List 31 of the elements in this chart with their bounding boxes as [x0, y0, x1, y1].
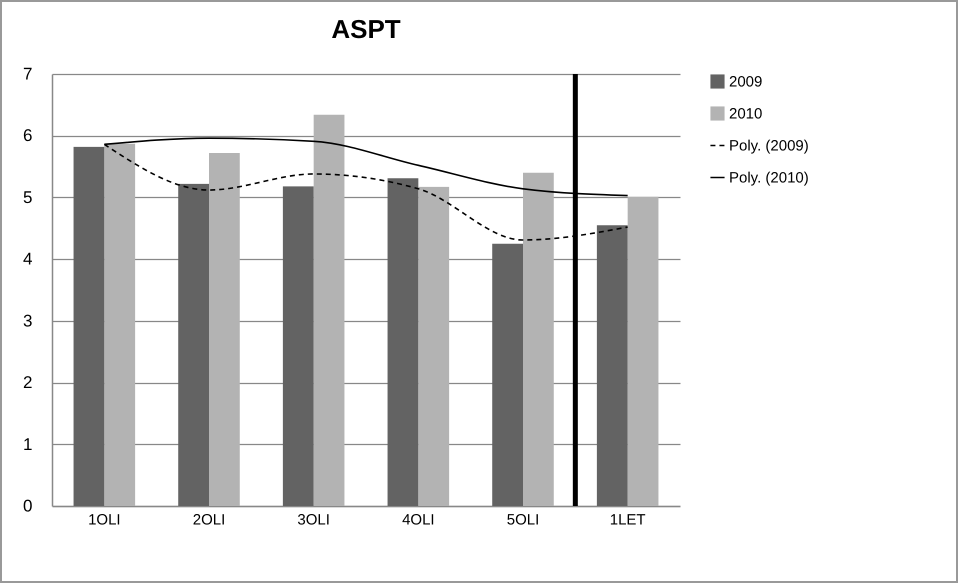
bar — [74, 146, 104, 506]
bar — [104, 144, 136, 506]
y-tick-label: 4 — [23, 250, 32, 269]
x-tick-label: 3OLI — [297, 512, 330, 528]
x-tick-label: 2OLI — [192, 512, 226, 528]
legend-label: Poly. (2010) — [729, 170, 809, 186]
legend-label: 2010 — [729, 106, 762, 122]
x-tick-label: 1LET — [610, 512, 646, 528]
bar — [178, 184, 209, 506]
legend-label: Poly. (2009) — [729, 138, 809, 154]
y-tick-label: 7 — [23, 64, 32, 84]
legend-label: 2009 — [729, 74, 762, 90]
bar — [523, 172, 554, 506]
y-tick-label: 6 — [23, 126, 32, 146]
bar — [314, 114, 344, 506]
bar — [628, 196, 658, 506]
bar — [418, 186, 450, 506]
y-tick-label: 0 — [23, 496, 32, 516]
x-tick-label: 5OLI — [506, 512, 540, 528]
x-tick-label: 1OLI — [88, 512, 121, 528]
x-tick-label: 4OLI — [402, 512, 435, 528]
bar — [596, 225, 628, 506]
bar — [209, 152, 240, 506]
chart-title: ASPT — [331, 14, 401, 44]
y-tick-label: 2 — [23, 373, 32, 392]
bar — [282, 186, 314, 506]
y-tick-label: 3 — [23, 311, 32, 330]
y-tick-label: 1 — [23, 434, 32, 454]
bar — [492, 244, 523, 506]
y-tick-label: 5 — [23, 188, 32, 207]
bar — [388, 178, 418, 506]
